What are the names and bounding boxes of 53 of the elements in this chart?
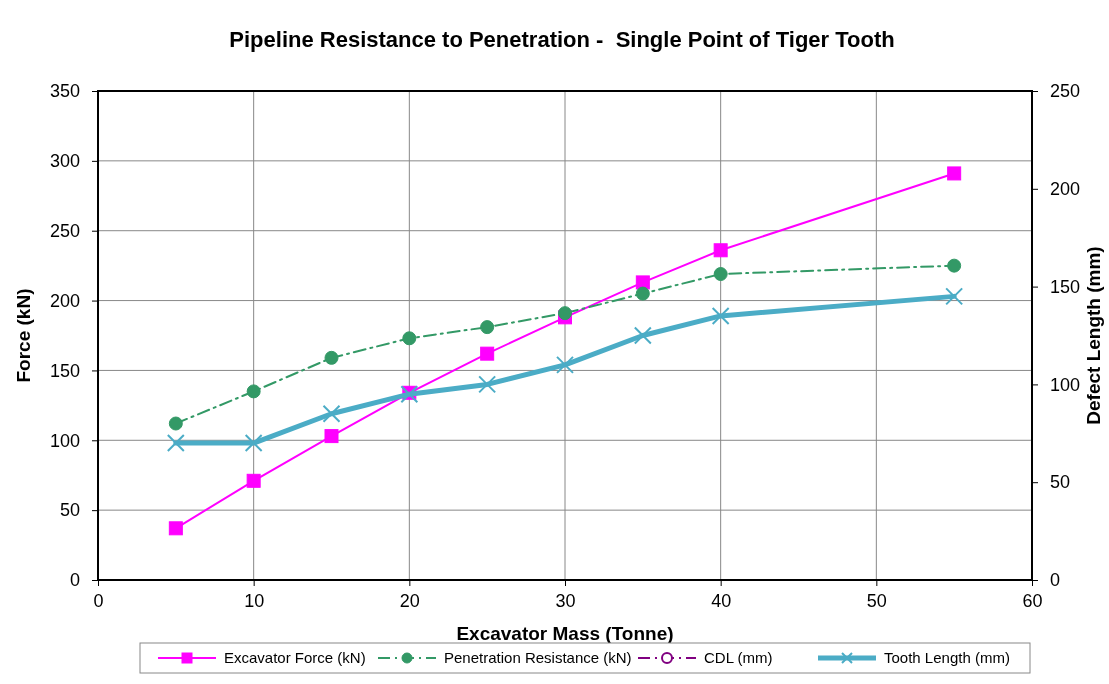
y2-tick-label: 50	[1050, 472, 1071, 493]
y-tick-label: 50	[59, 500, 80, 521]
point	[947, 258, 962, 273]
y-tick-label: 150	[49, 360, 80, 381]
y-tick-label: 0	[69, 570, 80, 591]
point	[633, 326, 652, 345]
point	[558, 306, 572, 321]
x-tick-label: 50	[866, 591, 887, 611]
point	[400, 385, 419, 404]
point	[478, 375, 497, 394]
y-tick-label: 100	[49, 430, 80, 451]
x-tick-label: 30	[555, 591, 576, 611]
x-tick-label: 0	[93, 591, 104, 611]
legend-label: CDL (mm)	[704, 649, 773, 666]
legend-label: Tooth Length (mm)	[884, 649, 1010, 666]
y-tick-label: 300	[49, 151, 80, 172]
x-tick-label: 10	[244, 591, 265, 611]
point	[244, 434, 263, 453]
point	[168, 416, 183, 431]
y-tick-label: 200	[49, 290, 80, 311]
y2-tick-label: 150	[1050, 276, 1081, 297]
point	[166, 434, 185, 453]
point	[324, 429, 339, 444]
point	[402, 331, 417, 346]
x-axis-title: Excavator Mass (Tonne)	[456, 623, 674, 644]
y-axis-title: Force (kN)	[13, 288, 34, 383]
point	[556, 355, 574, 374]
point	[945, 287, 964, 306]
point	[713, 267, 728, 282]
x-tick-label: 20	[399, 591, 420, 611]
point	[713, 243, 728, 258]
point	[711, 306, 730, 325]
point	[168, 521, 183, 536]
point	[246, 473, 261, 488]
y2-tick-label: 0	[1050, 570, 1061, 591]
legend-label: Excavator Force (kN)	[224, 649, 366, 666]
legend-label: Penetration Resistance (kN)	[444, 649, 632, 666]
y2-tick-label: 200	[1050, 179, 1081, 200]
point	[480, 320, 495, 335]
point	[322, 404, 341, 423]
y-tick-label: 250	[49, 220, 80, 241]
point	[480, 346, 495, 361]
point	[324, 350, 339, 365]
x-tick-label: 60	[1022, 591, 1043, 611]
point	[947, 166, 962, 181]
y2-tick-label: 250	[1050, 81, 1081, 102]
chart-title: Pipeline Resistance to Penetration - Single Point of Tiger Tooth	[229, 27, 895, 52]
point	[635, 286, 650, 301]
point	[246, 384, 261, 399]
y2-tick-label: 100	[1050, 374, 1081, 395]
x-tick-label: 40	[711, 591, 732, 611]
y-tick-label: 350	[49, 81, 80, 102]
y2-axis-title: Defect Length (mm)	[1083, 246, 1104, 425]
